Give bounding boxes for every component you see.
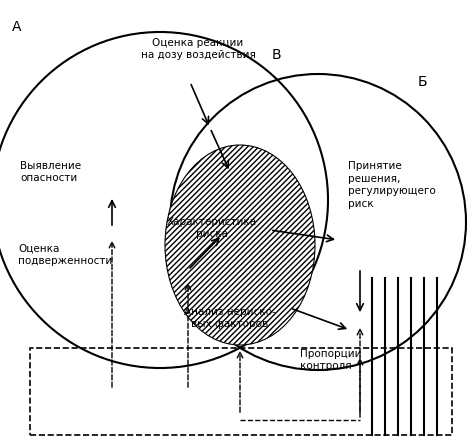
Text: Анализ нериско-
вых факторов: Анализ нериско- вых факторов: [184, 307, 276, 329]
Text: Оценка
подверженности: Оценка подверженности: [18, 244, 112, 266]
Text: А: А: [12, 20, 22, 34]
Text: Выявление
опасности: Выявление опасности: [20, 161, 81, 183]
Ellipse shape: [165, 145, 315, 345]
Text: Характеристика
риска: Характеристика риска: [167, 217, 257, 239]
Ellipse shape: [165, 145, 315, 345]
Text: Пропорции
контроля: Пропорции контроля: [300, 349, 362, 371]
Text: Б: Б: [418, 75, 428, 89]
Bar: [30, 348, 452, 435]
Text: Принятие
решения,
регулирующего
риск: Принятие решения, регулирующего риск: [348, 162, 436, 209]
Text: В: В: [272, 48, 282, 62]
Text: Оценка реакции
на дозу воздействия: Оценка реакции на дозу воздействия: [140, 38, 255, 61]
